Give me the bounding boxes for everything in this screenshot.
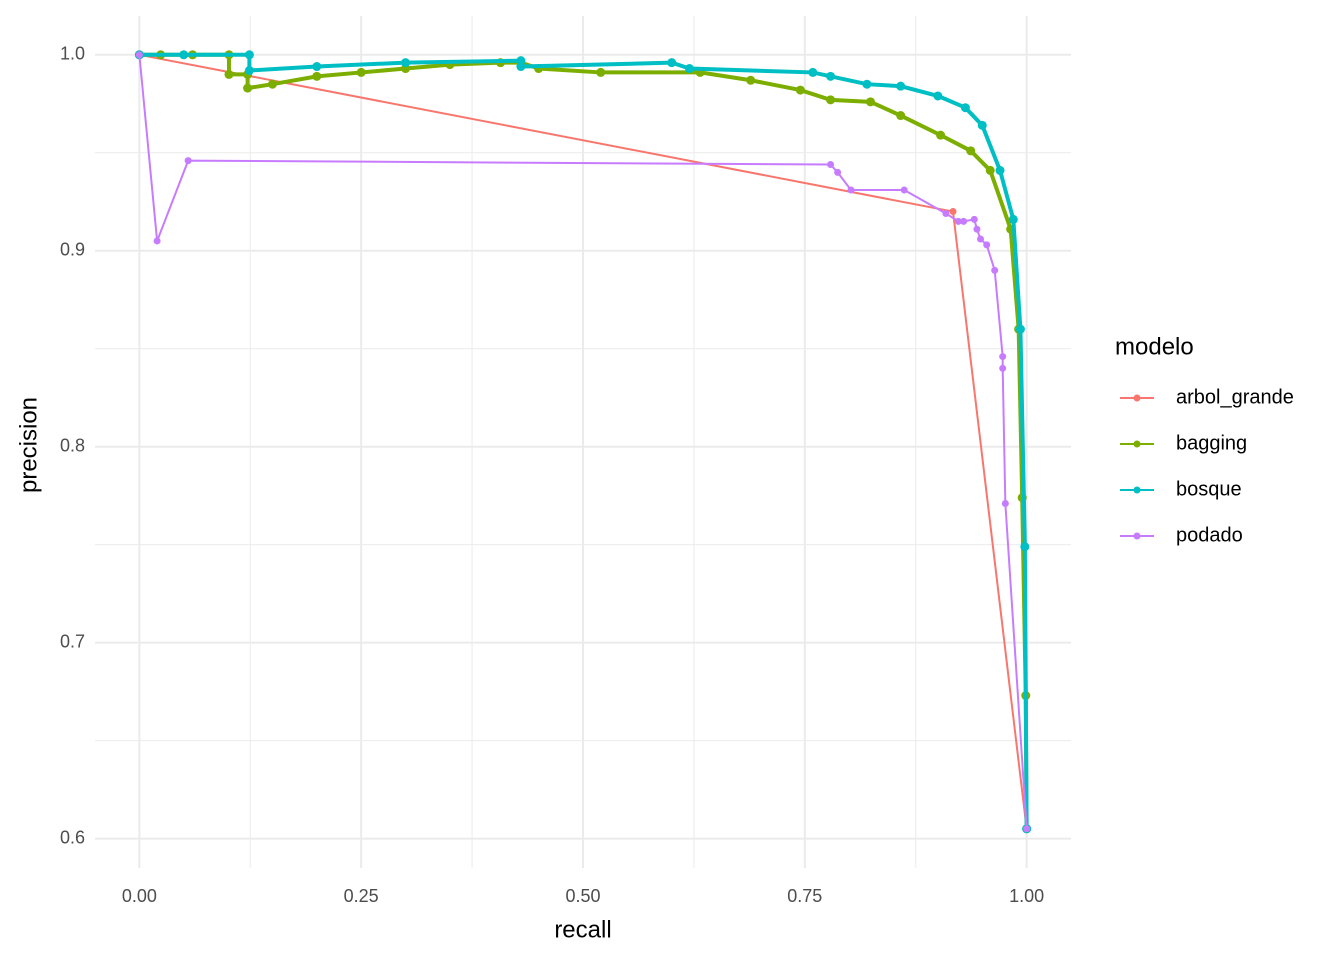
point [312,62,322,72]
point [942,210,950,218]
point [970,215,978,223]
point [267,79,277,89]
point [1020,542,1030,552]
y-tick-label: 0.7 [60,631,85,651]
legend-swatch-point [1133,394,1141,402]
point [960,217,968,225]
point [596,67,606,77]
legend-label: arbol_grande [1176,386,1294,408]
legend-label: bosque [1176,478,1242,500]
point [356,67,366,77]
point [1015,324,1025,334]
point [865,97,875,107]
point [896,81,906,91]
point [999,353,1007,361]
point [949,208,957,216]
x-tick-label: 0.00 [122,886,157,906]
point [826,71,836,81]
legend-swatch-point [1133,532,1141,540]
point [1008,214,1018,224]
point [862,79,872,89]
x-tick-label: 1.00 [1009,886,1044,906]
x-tick-label: 0.50 [565,886,600,906]
point [966,146,976,156]
series-line [139,52,1029,829]
point [243,83,253,93]
point [808,67,818,77]
x-tick-label: 0.75 [787,886,822,906]
point [985,165,995,175]
point [983,241,991,249]
y-tick-label: 0.8 [60,435,85,455]
point [976,235,984,243]
legend-label: podado [1176,524,1243,546]
point [999,364,1007,372]
point [312,71,322,81]
y-tick-label: 1.0 [60,44,85,64]
point [516,62,526,72]
point [746,75,756,85]
point [960,103,970,113]
point [933,91,943,101]
point [827,161,835,169]
x-axis-title: recall [554,916,611,943]
point [936,130,946,140]
point [179,50,189,60]
point [977,120,987,130]
y-tick-label: 0.9 [60,240,85,260]
y-tick-label: 0.6 [60,827,85,847]
point [135,51,143,59]
point [244,65,254,75]
legend-label: bagging [1176,432,1247,454]
point [684,64,694,74]
legend-swatch-point [1133,486,1141,494]
point [896,111,906,121]
point [847,186,855,194]
x-tick-label: 0.25 [344,886,379,906]
point [826,95,836,105]
legend-swatch-point [1133,440,1141,448]
point [973,225,981,233]
point [900,186,908,194]
point [991,266,999,274]
point [1023,825,1031,833]
point [184,157,192,165]
legend-title: modelo [1115,333,1194,360]
point [795,85,805,95]
y-axis-title: precision [15,397,42,493]
point [995,165,1005,175]
point [667,58,677,68]
point [153,237,161,245]
point [401,58,411,68]
point [1001,500,1009,508]
point [224,69,234,79]
point [834,168,842,176]
point [244,50,254,60]
point [954,217,962,225]
